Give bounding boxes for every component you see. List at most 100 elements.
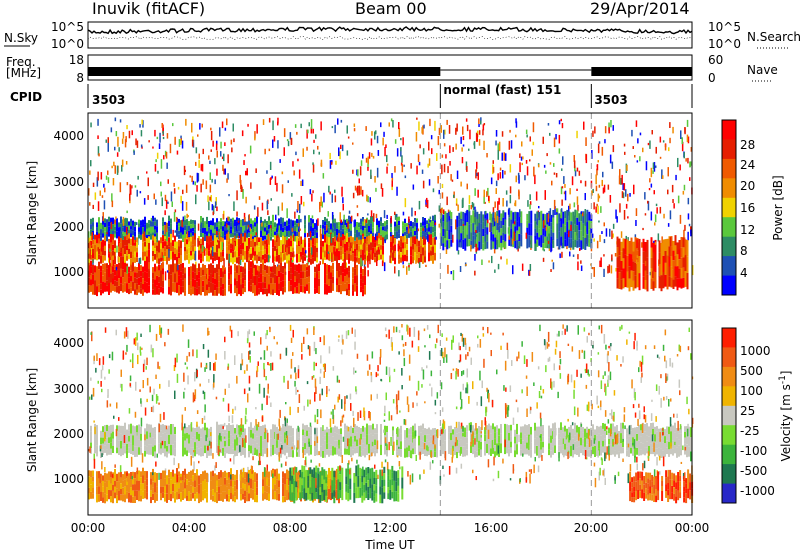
heatmap-echo [146,171,148,174]
heatmap-echo [636,463,638,471]
heatmap-echo [392,430,394,440]
heatmap-cell [408,439,410,446]
heatmap-cell [258,277,260,283]
heatmap-echo [222,397,225,402]
heatmap-cell [114,226,116,231]
heatmap-cell [230,222,232,227]
heatmap-echo [564,184,566,188]
heatmap-echo [478,124,480,127]
heatmap-cell [456,239,459,251]
heatmap-cell [316,448,318,456]
nsearch-trace [87,36,693,40]
heatmap-cell [298,228,300,233]
heatmap-cell [670,431,672,439]
heatmap-echo [633,184,635,195]
heatmap-echo [652,271,654,278]
heatmap-cell [256,436,258,444]
heatmap-cell [530,223,533,236]
heatmap-cell [390,236,392,242]
heatmap-cell [566,437,568,447]
heatmap-echo [306,255,308,258]
heatmap-echo [118,147,120,152]
heatmap-cell [304,251,306,257]
heatmap-cell [128,288,130,295]
heatmap-cell [622,428,624,435]
heatmap-cell [164,478,166,486]
heatmap-echo [509,129,511,133]
heatmap-echo [186,213,188,219]
heatmap-cell [136,471,138,481]
heatmap-cell [428,218,430,224]
heatmap-echo [125,136,127,143]
heatmap-cell [114,264,116,270]
heatmap-echo [276,182,278,192]
heatmap-echo [110,221,113,230]
heatmap-cell [494,445,496,452]
heatmap-cell [484,226,487,234]
heatmap-echo [497,143,499,153]
heatmap-echo [377,247,380,252]
heatmap-cell [504,423,506,434]
heatmap-cell [126,255,128,261]
heatmap-cell [384,425,386,436]
heatmap-cell [250,247,252,254]
heatmap-cell [100,283,102,290]
heatmap-cell [442,433,444,444]
heatmap-cell [592,431,594,440]
heatmap-echo [577,254,579,260]
heatmap-echo [429,383,431,386]
heatmap-echo [177,186,180,190]
heatmap-cell [646,435,648,442]
heatmap-cell [174,282,176,293]
heatmap-echo [315,134,317,139]
heatmap-cell [616,425,618,435]
heatmap-cell [492,219,495,227]
heatmap-echo [316,222,318,231]
heatmap-cell [366,423,368,435]
heatmap-echo [603,239,606,244]
heatmap-cell [678,445,680,451]
heatmap-echo [266,170,268,174]
heatmap-cell [120,268,122,277]
heatmap-cell [584,225,587,238]
heatmap-cell [576,210,579,218]
heatmap-echo [194,181,196,186]
heatmap-echo [597,205,599,215]
heatmap-cell [370,425,372,434]
heatmap-cell [490,213,493,223]
heatmap-cell [190,250,192,256]
heatmap-echo [585,154,588,164]
heatmap-cell [228,266,230,273]
heatmap-cell [330,265,332,273]
heatmap-echo [216,168,218,176]
heatmap-echo [100,172,103,180]
heatmap-cell [618,444,620,452]
heatmap-cell [120,477,122,484]
heatmap-cell [354,447,356,454]
heatmap-cell [432,255,434,264]
heatmap-cell [182,471,184,481]
heatmap-echo [667,189,669,195]
heatmap-cell [578,230,581,239]
heatmap-cell [324,452,326,458]
heatmap-cell [128,243,130,249]
heatmap-cell [148,444,150,455]
heatmap-cell [120,242,122,248]
heatmap-cell [684,271,687,287]
heatmap-cell [98,249,100,255]
heatmap-cell [170,223,172,229]
heatmap-echo [661,236,663,245]
heatmap-cell [348,290,350,296]
heatmap-echo [211,246,214,257]
heatmap-cell [292,262,294,273]
heatmap-cell [466,431,468,438]
heatmap-cell [372,435,374,442]
heatmap-echo [330,233,333,243]
heatmap-echo [623,210,626,220]
heatmap-cell [284,449,286,456]
heatmap-echo [331,212,334,220]
heatmap-cell [154,271,156,280]
heatmap-cell [340,237,342,242]
heatmap-cell [392,235,394,244]
heatmap-echo [407,224,410,234]
